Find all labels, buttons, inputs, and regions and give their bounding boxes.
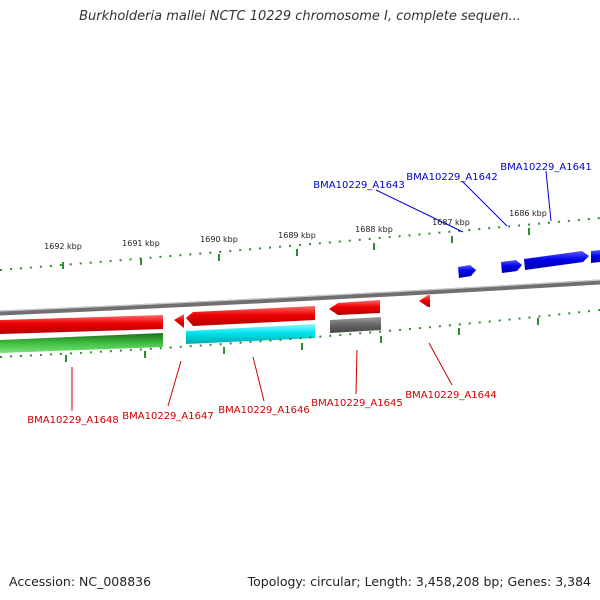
gene-A1645-red[interactable] — [329, 300, 380, 315]
gene-label-A1645: BMA10229_A1645 — [311, 398, 402, 409]
upper-ruler — [0, 217, 600, 271]
reverse-genes — [0, 295, 430, 334]
gene-A1643[interactable] — [458, 265, 476, 278]
gene-A1644[interactable] — [419, 295, 430, 307]
green-track-gene — [0, 333, 163, 353]
gene-label-A1643: BMA10229_A1643 — [313, 180, 404, 191]
gene-label-A1647: BMA10229_A1647 — [122, 411, 213, 422]
gene-A1641[interactable] — [524, 251, 589, 270]
tick-label: 1687 kbp — [432, 218, 470, 227]
lower-ruler — [0, 309, 600, 362]
gene-label-A1641: BMA10229_A1641 — [500, 162, 591, 173]
gene-A1647[interactable] — [174, 314, 184, 328]
genome-backbone — [0, 279, 600, 316]
summary-text: Topology: circular; Length: 3,458,208 bp… — [247, 574, 591, 589]
gene-A1645-gray[interactable] — [330, 317, 381, 333]
gene-A1646-cyan[interactable] — [186, 324, 315, 344]
gene-A1648[interactable] — [0, 315, 163, 334]
gene-partial[interactable] — [591, 250, 600, 263]
tick-label: 1691 kbp — [122, 239, 160, 248]
second-track — [0, 317, 381, 353]
gene-A1642[interactable] — [501, 260, 522, 273]
tick-label: 1689 kbp — [278, 231, 316, 240]
gene-label-A1642: BMA10229_A1642 — [406, 172, 497, 183]
tick-label: 1686 kbp — [509, 209, 547, 218]
tick-label: 1690 kbp — [200, 235, 238, 244]
forward-genes — [458, 250, 600, 278]
tick-label: 1688 kbp — [355, 225, 393, 234]
accession-text: Accession: NC_008836 — [9, 574, 152, 589]
top-callouts — [375, 170, 552, 233]
gene-label-A1648: BMA10229_A1648 — [27, 415, 118, 426]
gene-A1646-red[interactable] — [186, 306, 315, 326]
tick-label: 1692 kbp — [44, 242, 82, 251]
bottom-callouts — [71, 342, 453, 411]
gene-label-A1646: BMA10229_A1646 — [218, 405, 309, 416]
gene-label-A1644: BMA10229_A1644 — [405, 390, 496, 401]
map-title: Burkholderia mallei NCTC 10229 chromosom… — [79, 9, 521, 24]
